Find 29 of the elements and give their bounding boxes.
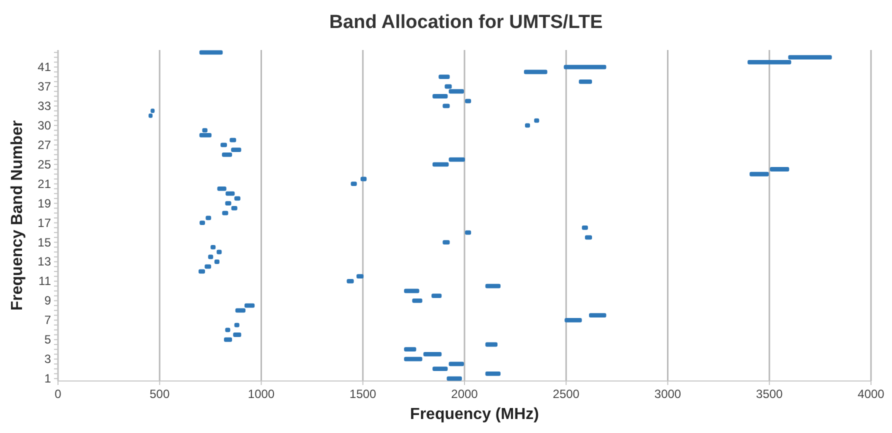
y-tick-label: 9 xyxy=(44,294,52,308)
y-tick-label: 27 xyxy=(38,138,52,152)
y-tick-label: 7 xyxy=(44,313,52,328)
y-tick-label: 11 xyxy=(38,274,52,288)
y-tick-label: 21 xyxy=(38,176,52,191)
x-tick-label: 3000 xyxy=(654,387,682,401)
y-tick-label: 19 xyxy=(38,196,52,210)
x-axis-title: Frequency (MHz) xyxy=(410,406,539,423)
y-tick-label: 3 xyxy=(44,352,52,366)
y-tick-label: 41 xyxy=(38,60,52,74)
y-tick-label: 37 xyxy=(38,80,52,94)
y-tick-label: 25 xyxy=(38,157,52,172)
x-tick-label: 2500 xyxy=(552,387,580,401)
x-tick-label: 1000 xyxy=(248,387,275,401)
y-tick-label: 5 xyxy=(44,332,52,347)
x-tick-label: 3500 xyxy=(756,387,784,401)
y-tick-label: 13 xyxy=(38,254,52,269)
y-tick-label: 30 xyxy=(38,118,52,132)
y-tick-label: 33 xyxy=(38,98,52,113)
x-tick-label: 4000 xyxy=(858,387,885,401)
x-tick-label: 500 xyxy=(150,387,170,401)
x-tick-label: 0 xyxy=(54,387,62,401)
x-tick-label: 1500 xyxy=(350,387,377,401)
y-tick-label: 17 xyxy=(38,216,52,230)
chart-title: Band Allocation for UMTS/LTE xyxy=(329,12,603,33)
y-tick-label: 15 xyxy=(38,235,52,250)
y-tick-label: 1 xyxy=(44,372,52,386)
y-axis-title: Frequency Band Number xyxy=(9,120,26,311)
x-tick-label: 2000 xyxy=(451,387,478,401)
